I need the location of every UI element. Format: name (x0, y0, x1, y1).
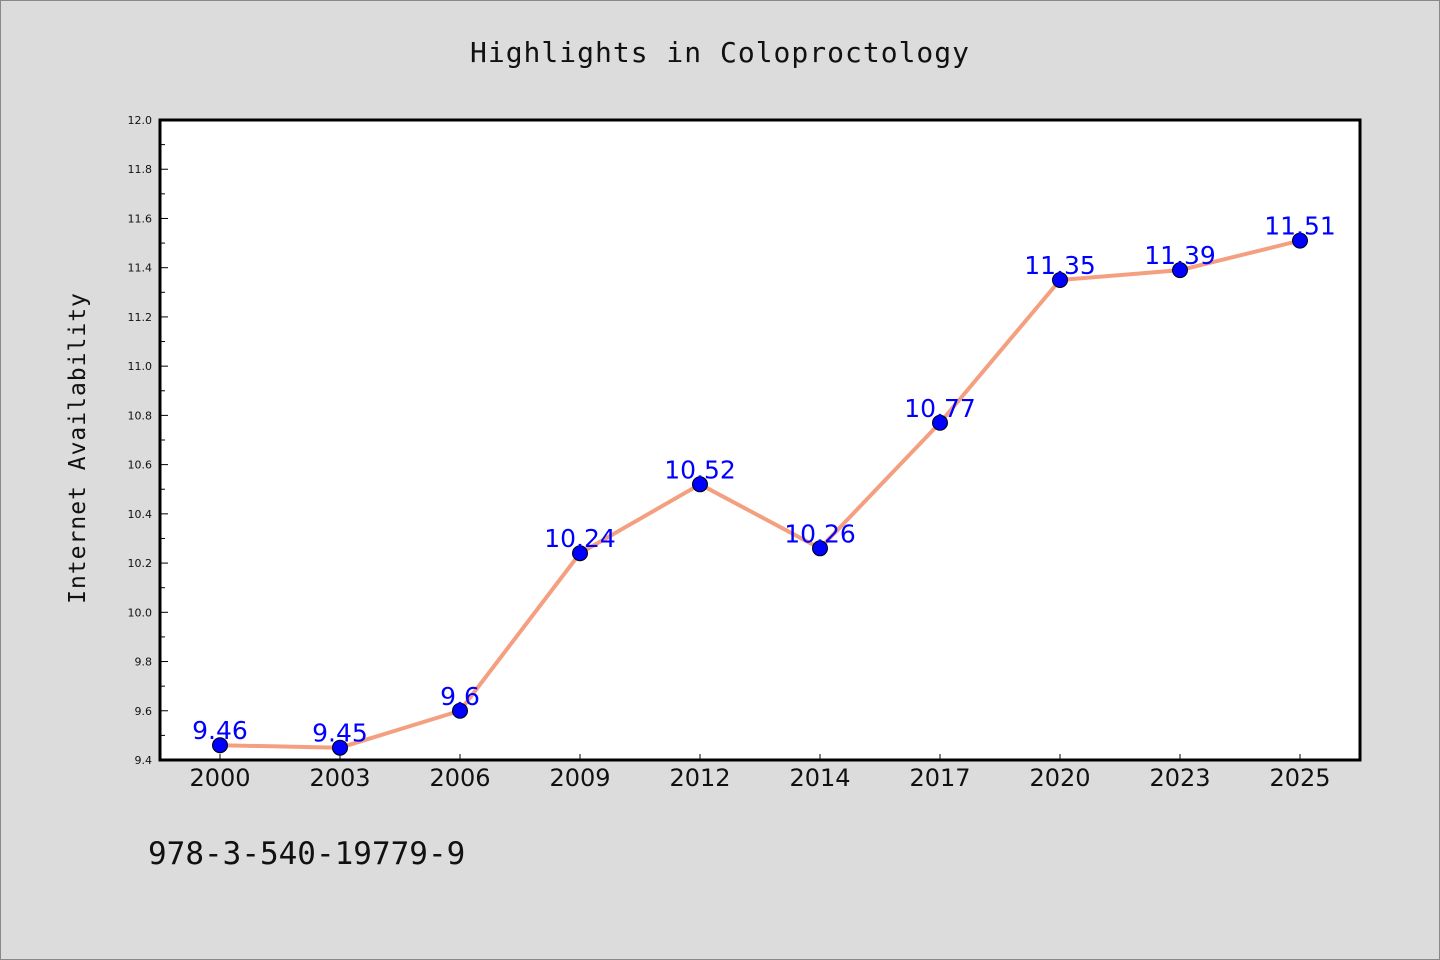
y-tick-label: 10.0 (128, 606, 153, 619)
y-axis: 9.4 9.6 9.8 10.0 10.2 10.4 10.6 10.8 11.0 11.2 11.… (128, 114, 168, 767)
chart-title: Highlights in Coloproctology (469, 36, 970, 69)
data-point (692, 476, 708, 493)
data-label: 10.77 (904, 394, 976, 423)
data-point (452, 702, 468, 719)
data-label: 11.35 (1024, 251, 1096, 280)
y-tick-label: 11.0 (128, 360, 153, 373)
x-tick-label: 2012 (669, 764, 730, 792)
data-point (1292, 232, 1308, 249)
data-labels: 9.46 9.45 9.6 10.24 10.52 10.26 10.77 11.35 11.3… (192, 212, 1336, 748)
x-tick-label: 2006 (429, 764, 490, 792)
data-point (572, 545, 588, 562)
data-point (812, 540, 828, 557)
y-tick-label: 9.4 (135, 754, 153, 767)
x-tick-label: 2000 (189, 764, 250, 792)
data-label: 9.46 (192, 716, 248, 745)
data-point (332, 739, 348, 756)
x-tick-label: 2025 (1269, 764, 1330, 792)
data-point (932, 414, 948, 431)
y-tick-label: 10.4 (128, 508, 153, 521)
y-tick-label: 9.6 (135, 705, 153, 718)
x-tick-label: 2009 (549, 764, 610, 792)
y-tick-label: 12.0 (128, 114, 153, 127)
data-point (1172, 262, 1188, 279)
y-tick-label: 9.8 (135, 656, 153, 669)
data-point (212, 737, 228, 754)
data-label: 10.26 (784, 519, 856, 548)
y-tick-label: 10.2 (128, 557, 153, 570)
x-tick-label: 2003 (309, 764, 370, 792)
data-label: 10.24 (544, 524, 616, 553)
data-label: 9.45 (312, 719, 368, 748)
x-axis: 2000 2003 2006 2009 2012 2014 2017 2020 2023 2025 (189, 754, 1331, 792)
y-tick-label: 10.8 (128, 409, 153, 422)
x-tick-label: 2020 (1029, 764, 1090, 792)
y-tick-label: 11.2 (128, 311, 153, 324)
data-label: 11.51 (1264, 212, 1336, 241)
plot-area (158, 118, 1362, 762)
data-point (1052, 272, 1068, 288)
isbn-code: 978-3-540-19779-9 (148, 836, 466, 872)
x-tick-label: 2017 (909, 764, 970, 792)
x-tick-label: 2014 (789, 764, 850, 792)
x-tick-label: 2023 (1149, 764, 1210, 792)
y-tick-label: 11.4 (128, 262, 153, 275)
y-tick-label: 11.8 (128, 163, 153, 176)
y-tick-label: 10.6 (128, 459, 153, 472)
data-label: 9.6 (440, 682, 480, 711)
series-line (219, 238, 1301, 750)
y-tick-label: 11.6 (128, 212, 153, 225)
data-label: 11.39 (1144, 241, 1216, 270)
y-axis-label: Internet Availability (65, 292, 91, 604)
data-label: 10.52 (664, 455, 736, 484)
data-markers (212, 232, 1308, 756)
